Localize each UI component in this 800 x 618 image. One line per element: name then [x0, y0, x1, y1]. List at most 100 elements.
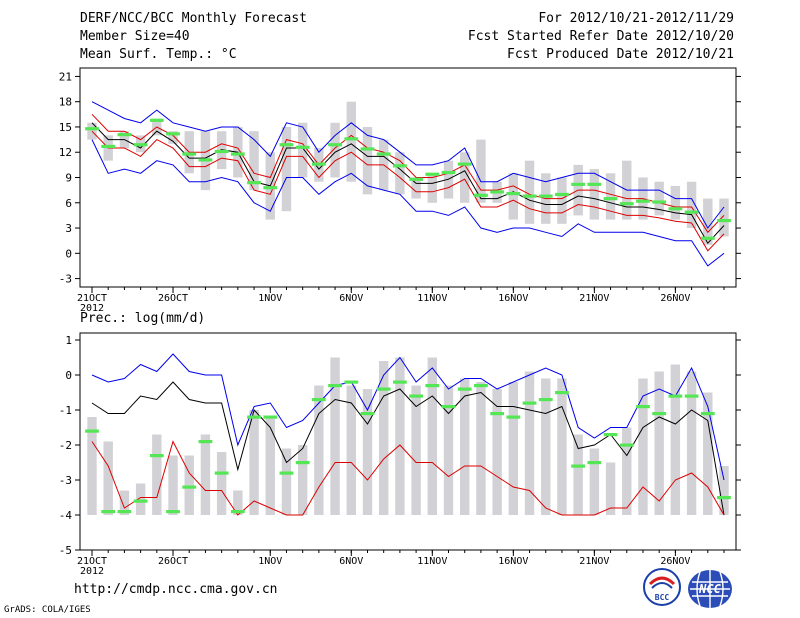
series-line-min [91, 139, 725, 267]
ensemble-spread-box [703, 198, 713, 245]
ensemble-spread-box [638, 378, 648, 515]
x-tick-label: 16NOV [498, 293, 528, 304]
forecast-started-label: Fcst Started Refer Date 2012/10/20 [467, 29, 734, 44]
ensemble-spread-box [346, 385, 356, 515]
median-marker [506, 415, 521, 419]
median-marker [700, 412, 715, 416]
y-tick-label: -2 [59, 439, 72, 452]
ensemble-spread-box [443, 385, 454, 515]
median-marker [619, 202, 634, 206]
x-tick-label: 21NOV [579, 293, 609, 304]
median-marker [538, 194, 553, 198]
median-marker [506, 192, 521, 196]
ensemble-spread-box [524, 371, 535, 515]
ensemble-spread-box [119, 490, 130, 515]
median-marker [490, 190, 505, 194]
y-tick-label: 6 [65, 197, 72, 210]
median-marker [684, 394, 699, 398]
y-tick-label: -1 [59, 404, 72, 417]
ensemble-spread-box [216, 452, 227, 515]
x-tick-label: 11NOV [417, 293, 447, 304]
forecast-period-label: For 2012/10/21-2012/11/29 [538, 11, 734, 26]
median-marker [571, 464, 586, 468]
y-tick-label: 18 [59, 96, 72, 109]
variable-label: Mean Surf. Temp.: °C [80, 47, 237, 62]
ensemble-spread-box [265, 417, 275, 515]
median-marker [198, 440, 213, 444]
series-line-max [91, 353, 725, 481]
ensemble-spread-box [152, 434, 162, 515]
x-tick-label: 26OCT [158, 293, 188, 304]
series-line-max [91, 101, 725, 229]
median-marker [344, 380, 359, 384]
median-marker [214, 471, 229, 475]
median-marker [279, 471, 294, 475]
x-tick-label: 6NOV [339, 293, 363, 304]
median-marker [700, 236, 715, 240]
median-marker [636, 405, 650, 409]
median-marker [457, 162, 472, 166]
median-marker [587, 461, 602, 465]
median-marker [538, 398, 553, 402]
ensemble-spread-box [330, 357, 340, 515]
median-marker [101, 510, 116, 514]
median-marker [555, 192, 569, 197]
y-tick-label: -5 [59, 544, 72, 557]
ensemble-spread-box [460, 378, 470, 515]
median-marker [360, 147, 375, 151]
ensemble-spread-box [589, 169, 600, 220]
y-tick-label: 9 [65, 172, 72, 185]
y-tick-label: -4 [59, 509, 73, 522]
ensemble-spread-box [541, 378, 551, 515]
median-marker [117, 133, 132, 137]
ensemble-spread-box [411, 385, 421, 515]
ensemble-spread-box [200, 434, 211, 515]
ensemble-spread-box [557, 378, 567, 515]
ensemble-spread-box [184, 455, 194, 515]
ensemble-spread-box [492, 389, 502, 515]
ensemble-spread-box [168, 131, 178, 144]
figure-title: DERF/NCC/BCC Monthly Forecast [80, 11, 307, 26]
median-marker [652, 412, 667, 416]
ensemble-spread-box [249, 410, 259, 515]
ensemble-spread-box [654, 181, 664, 216]
ensemble-spread-box [524, 160, 535, 224]
ncc-logo: NCC [688, 570, 732, 608]
median-marker [425, 384, 440, 388]
series-line-lower [91, 130, 725, 252]
ensemble-spread-box [297, 445, 308, 515]
median-marker [263, 186, 278, 190]
median-marker [425, 172, 440, 176]
grads-credit: GrADS: COLA/IGES [4, 605, 91, 615]
median-marker [198, 158, 213, 162]
y-tick-label: -3 [59, 273, 72, 286]
x-tick-label: 6NOV [339, 556, 363, 567]
median-marker [230, 510, 245, 514]
ensemble-spread-box [670, 185, 681, 220]
ensemble-spread-box [411, 177, 421, 199]
median-marker [474, 193, 488, 197]
median-marker [717, 496, 731, 500]
ensemble-spread-box [476, 382, 486, 515]
x-year-label: 2012 [80, 303, 104, 314]
bcc-logo: BCC [643, 568, 681, 606]
median-marker [279, 143, 294, 147]
source-url[interactable]: http://cmdp.ncc.cma.gov.cn [74, 582, 278, 597]
median-marker [490, 412, 505, 416]
ensemble-spread-box [362, 389, 373, 515]
series-line-upper [91, 113, 725, 234]
median-marker [328, 143, 342, 147]
ensemble-spread-box [508, 382, 519, 515]
median-marker [457, 387, 472, 391]
ensemble-spread-box [297, 122, 308, 178]
ensemble-spread-box [330, 122, 340, 178]
ensemble-spread-box [589, 448, 600, 515]
ensemble-spread-box [557, 177, 567, 224]
ensemble-spread-box [87, 417, 97, 515]
y-tick-label: 15 [59, 121, 72, 134]
forecast-produced-label: Fcst Produced Date 2012/10/21 [507, 47, 734, 62]
median-marker [311, 398, 326, 402]
